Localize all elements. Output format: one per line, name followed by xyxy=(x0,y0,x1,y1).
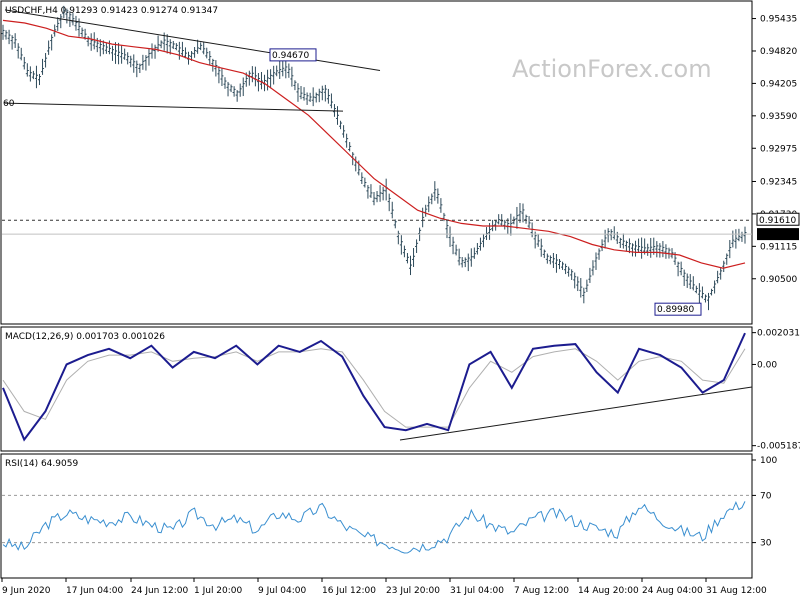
price-panel xyxy=(0,0,753,325)
time-tick-label: 9 Jun 2020 xyxy=(2,586,51,596)
price-tick-label: 0.94820 xyxy=(760,47,797,57)
macd-signal-line xyxy=(2,348,746,428)
macd-layer xyxy=(2,332,753,442)
annotation-low: 0.89980 xyxy=(657,305,694,315)
annotation-low-box xyxy=(654,302,702,316)
level-label: 0.91610 xyxy=(759,216,796,226)
chart-title: USDCHF,H4 0.91293 0.91423 0.91274 0.9134… xyxy=(5,6,218,16)
macd-tick-label: 0.002031 xyxy=(757,329,800,339)
rsi-layer xyxy=(2,494,752,554)
rsi-tick-label: 70 xyxy=(760,491,772,501)
price-layer: 0.94670 0.89980 60 xyxy=(1,5,752,316)
time-tick-label: 7 Aug 12:00 xyxy=(514,586,569,596)
macd-trendline xyxy=(399,386,753,441)
price-tick-label: 0.90500 xyxy=(760,275,797,285)
axis-layer: 0.95435 0.94820 0.94205 0.93590 0.92975 0.923… xyxy=(1,15,800,596)
rsi-tick-label: 30 xyxy=(760,539,772,549)
rsi-tick-label: 100 xyxy=(760,456,777,466)
upper-trendline xyxy=(4,9,381,71)
price-tick-label: 0.92345 xyxy=(760,177,797,187)
current-price-box xyxy=(757,228,799,241)
rsi-line xyxy=(2,501,746,554)
time-tick-label: 31 Aug 12:00 xyxy=(706,586,767,596)
price-tick-label: 0.91115 xyxy=(760,242,797,252)
lower-trendline xyxy=(4,102,344,112)
time-tick-label: 17 Jun 04:00 xyxy=(66,586,123,596)
time-tick-label: 1 Jul 20:00 xyxy=(194,586,243,596)
time-tick-label: 31 Jul 04:00 xyxy=(450,586,504,596)
annotation-left-level: 60 xyxy=(3,99,15,109)
time-tick-label: 24 Aug 04:00 xyxy=(642,586,703,596)
level-label-box xyxy=(756,212,800,226)
moving-average-line xyxy=(2,19,746,269)
time-tick-label: 16 Jul 12:00 xyxy=(322,586,376,596)
time-tick-label: 14 Aug 20:00 xyxy=(578,586,639,596)
time-tick-label: 23 Jul 20:00 xyxy=(386,586,440,596)
macd-line xyxy=(2,332,746,442)
price-tick-label: 0.95435 xyxy=(760,15,797,25)
macd-panel xyxy=(0,326,753,452)
macd-title: MACD(12,26,9) 0.001703 0.001026 xyxy=(5,332,165,342)
rsi-panel xyxy=(0,453,753,579)
annotation-high: 0.94670 xyxy=(272,51,309,61)
time-tick-label: 24 Jun 12:00 xyxy=(131,586,188,596)
annotation-high-box xyxy=(269,48,317,62)
price-tick-label: 0.92975 xyxy=(760,144,797,154)
price-tick-label: 0.93590 xyxy=(760,112,797,122)
rsi-title: RSI(14) 64.9059 xyxy=(5,459,78,469)
macd-tick-label: 0.00 xyxy=(757,360,777,370)
macd-tick-label: -0.005187 xyxy=(757,442,800,452)
time-tick-label: 9 Jul 04:00 xyxy=(258,586,307,596)
current-price-label: 0.91347 xyxy=(759,231,796,241)
price-tick-label: 0.94205 xyxy=(760,79,797,89)
watermark: ActionForex.com xyxy=(512,55,712,83)
